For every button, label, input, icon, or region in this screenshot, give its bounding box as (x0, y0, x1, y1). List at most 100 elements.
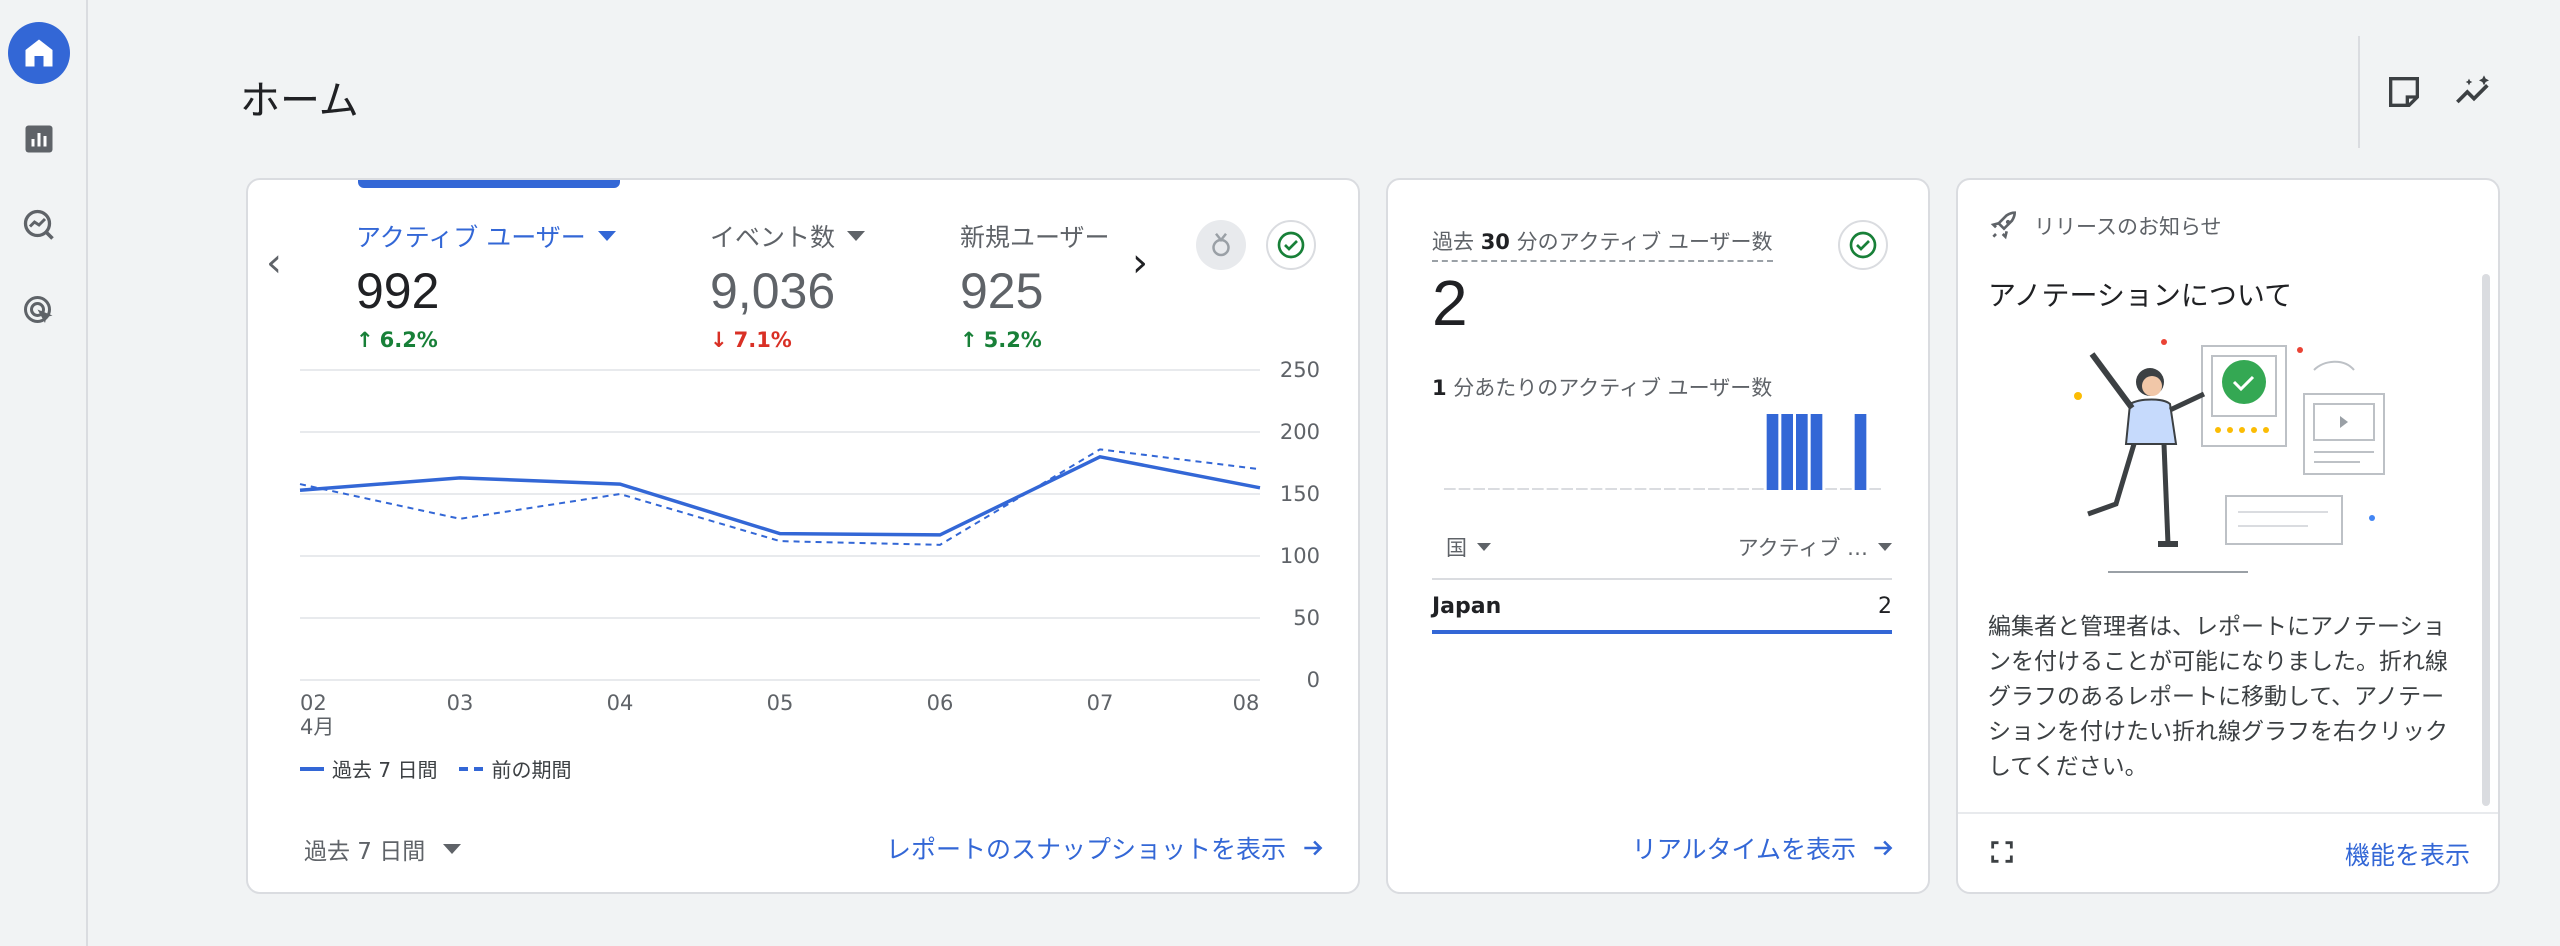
chevron-left-icon: ‹ (266, 240, 282, 286)
minute-bar (1854, 414, 1867, 490)
table-row[interactable]: Japan 2 (1432, 578, 1892, 634)
metric-active-users[interactable]: アクティブ ユーザー 992 ↑ 6.2% (356, 218, 616, 352)
minute-bar (1664, 488, 1676, 490)
home-icon (25, 39, 53, 67)
metric-delta: 7.1% (733, 328, 792, 352)
header-divider (2358, 36, 2360, 148)
view-feature-label: 機能を表示 (2344, 841, 2470, 870)
nav-home-button[interactable] (8, 22, 70, 84)
notice-body: 編集者と管理者は、レポートにアノテーションを付けることが可能になりました。折れ線… (1988, 614, 2448, 780)
notice-header: リリースのお知らせ (1988, 210, 2222, 242)
notice-header-label: リリースのお知らせ (2034, 215, 2222, 239)
nav-advertising-button[interactable] (8, 280, 70, 342)
minute-bar (1825, 488, 1837, 490)
left-nav-rail (0, 0, 88, 946)
badge-icon (1212, 232, 1230, 257)
nav-explore-button[interactable] (8, 194, 70, 256)
x-tick-sublabel: 4月 (300, 715, 334, 739)
minute-bar (1458, 488, 1471, 490)
metric-delta: 6.2% (379, 328, 438, 352)
minute-bar (1620, 488, 1632, 490)
insights-button[interactable] (2450, 68, 2498, 116)
arrow-down-icon: ↓ (710, 328, 728, 352)
realtime-card: 過去 30 分のアクティブ ユーザー数 2 1 分あたりのアクティブ ユーザー数… (1386, 178, 1930, 894)
overview-card: ‹ アクティブ ユーザー 992 ↑ 6.2% イベント数 9,036 ↓ 7.1%… (246, 178, 1360, 894)
rocket-icon (1990, 211, 2017, 240)
realtime-label[interactable]: 過去 30 分のアクティブ ユーザー数 (1432, 226, 1773, 262)
minute-bar (1781, 414, 1793, 490)
date-range-label: 過去 7 日間 (304, 839, 426, 865)
y-tick-label: 0 (1307, 668, 1320, 692)
country-cell: Japan (1432, 594, 1502, 619)
advertising-icon (24, 296, 53, 323)
legend-solid-swatch (300, 766, 324, 771)
minute-bar (1561, 488, 1573, 490)
selected-tab-indicator (358, 180, 620, 188)
per-minute-label: 1 分あたりのアクティブ ユーザー数 (1432, 372, 1772, 402)
chart-legend: 過去 7 日間 前の期間 (300, 754, 571, 783)
view-realtime-label: リアルタイムを表示 (1631, 835, 1856, 864)
x-tick-label: 07 (1087, 691, 1114, 715)
metric-event-count[interactable]: イベント数 9,036 ↓ 7.1% (710, 218, 866, 352)
metric-label: アクティブ ユーザー (356, 223, 586, 252)
view-snapshot-link[interactable]: レポートのスナップショットを表示 (886, 830, 1326, 866)
check-circle-icon (1849, 231, 1877, 259)
date-range-select[interactable]: 過去 7 日間 (304, 832, 462, 866)
minute-bar (1722, 488, 1735, 490)
annotation-note-icon (2389, 77, 2419, 107)
check-circle-icon (1277, 231, 1305, 259)
series-current-line (299, 454, 1261, 537)
page-title: ホーム (240, 78, 359, 124)
expand-button[interactable] (1988, 838, 2016, 870)
minute-bar (1473, 488, 1485, 490)
per-minute-suffix: 分あたりのアクティブ ユーザー数 (1446, 376, 1773, 400)
insights-badge-button[interactable] (1196, 220, 1246, 270)
minute-bar (1752, 488, 1764, 490)
release-notice-card: リリースのお知らせ アノテーションについて 編集者と管理者は、レポートにアノテー… (1956, 178, 2500, 894)
legend-current-label: 過去 7 日間 (332, 758, 438, 782)
country-column-header[interactable]: 国 (1446, 532, 1491, 562)
insights-sparkle-icon (2456, 75, 2489, 104)
data-quality-check-button[interactable] (1266, 220, 1316, 270)
minute-bar (1678, 488, 1691, 490)
minute-bar (1649, 488, 1661, 490)
overview-line-chart: 250 200 150 100 50 0 02 03 04 05 06 07 08 4月 (299, 358, 1320, 739)
active-users-column-header[interactable]: アクティブ … (1738, 532, 1892, 562)
minute-bar (1517, 488, 1529, 490)
minute-bar (1488, 488, 1500, 490)
y-tick-label: 200 (1280, 420, 1320, 444)
next-metric-button[interactable]: › (1132, 240, 1148, 286)
minute-bar (1737, 488, 1749, 490)
nav-reports-button[interactable] (8, 108, 70, 170)
legend-dashed-swatch (459, 766, 484, 771)
y-tick-label: 150 (1280, 482, 1320, 506)
metric-new-users[interactable]: 新規ユーザー 925 ↑ 5.2% (960, 218, 1110, 352)
x-tick-label: 03 (447, 691, 474, 715)
minute-bar (1532, 488, 1544, 490)
arrow-up-icon: ↑ (960, 328, 978, 352)
minute-bar (1810, 414, 1823, 490)
caret-down-icon (847, 231, 866, 241)
legend-previous: 前の期間 (459, 754, 571, 783)
arrow-right-icon (1874, 840, 1893, 856)
notice-title: アノテーションについて (1988, 279, 2293, 312)
x-tick-label: 05 (767, 691, 794, 715)
legend-current: 過去 7 日間 (300, 754, 437, 783)
x-tick-label: 08 (1233, 691, 1260, 715)
chevron-right-icon: › (1132, 240, 1148, 286)
realtime-check-button[interactable] (1838, 220, 1888, 270)
view-realtime-link[interactable]: リアルタイムを表示 (1632, 830, 1896, 866)
previous-metric-button[interactable]: ‹ (266, 240, 282, 286)
realtime-label-prefix: 過去 (1432, 230, 1481, 254)
minute-bar (1546, 488, 1559, 490)
view-feature-link[interactable]: 機能を表示 (2345, 836, 2470, 872)
minute-bar (1502, 488, 1515, 490)
realtime-label-minutes: 30 (1480, 230, 1510, 254)
minute-bar (1576, 488, 1588, 490)
annotation-illustration (2074, 339, 2385, 573)
arrow-right-icon (1304, 840, 1323, 856)
metric-delta: 5.2% (983, 328, 1042, 352)
notice-scrollbar[interactable] (2482, 274, 2490, 806)
annotation-note-button[interactable] (2380, 68, 2428, 116)
country-column-label: 国 (1446, 536, 1467, 560)
